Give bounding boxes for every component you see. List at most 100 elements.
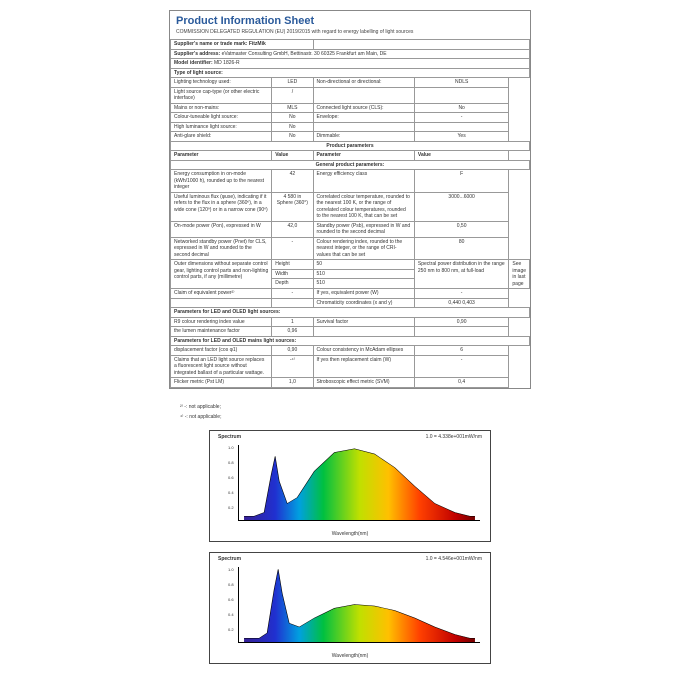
cell: 1,0 bbox=[272, 378, 313, 388]
cell: R9 colour rendering index value bbox=[171, 317, 272, 327]
cell: Chromaticity coordinates (x and y) bbox=[313, 298, 414, 308]
cell bbox=[313, 327, 414, 337]
cell: Yes bbox=[414, 132, 509, 142]
y-tick: 0.6 bbox=[228, 475, 234, 480]
cell: Energy consumption in on-mode (kWh/1000 … bbox=[171, 170, 272, 193]
cell: 0,4 bbox=[414, 378, 509, 388]
cell: 3000...6000 bbox=[414, 192, 509, 221]
y-tick: 0.6 bbox=[228, 597, 234, 602]
cell: No bbox=[414, 103, 509, 113]
cell: MLS bbox=[272, 103, 313, 113]
cell: On-mode power (Pon), expressed in W bbox=[171, 221, 272, 237]
cell: - bbox=[414, 113, 509, 123]
y-tick: 0.2 bbox=[228, 627, 234, 632]
cell: Claim of equivalent power²⁾ bbox=[171, 289, 272, 299]
y-tick: 1.0 bbox=[228, 567, 234, 572]
cell: If yes, equivalent power (W) bbox=[313, 289, 414, 299]
cell: Anti-glare shield: bbox=[171, 132, 272, 142]
cell: 42,0 bbox=[272, 221, 313, 237]
cell: displacement factor (cos φ1) bbox=[171, 346, 272, 356]
cell: Flicker metric (Pst LM) bbox=[171, 378, 272, 388]
subtitle: COMMISSION DELEGATED REGULATION (EU) 201… bbox=[176, 29, 524, 35]
cell: F bbox=[414, 170, 509, 193]
cell bbox=[414, 122, 509, 132]
cell: Connected light source (CLS): bbox=[313, 103, 414, 113]
plot-area bbox=[238, 567, 480, 643]
cell: If yes then replacement claim (W) bbox=[313, 355, 414, 378]
x-axis-label: Wavelength(nm) bbox=[332, 653, 369, 659]
cell: Spectral power distribution in the range… bbox=[414, 260, 509, 289]
cell: Standby power (Psb), expressed in W and … bbox=[313, 221, 414, 237]
cell: Mains or non-mains: bbox=[171, 103, 272, 113]
col-header: Parameter bbox=[313, 151, 414, 161]
spectrum-chart-1: Spectrum 1.0 = 4.338e+001mW/nm 1.0 0.8 0.6… bbox=[209, 430, 491, 542]
chart-subtitle: 1.0 = 4.338e+001mW/nm bbox=[426, 434, 482, 440]
y-tick: 1.0 bbox=[228, 445, 234, 450]
cell: No bbox=[272, 132, 313, 142]
cell: See image in last page bbox=[509, 260, 530, 289]
page-title: Product Information Sheet bbox=[176, 15, 524, 27]
cell: Colour rendering index, rounded to the n… bbox=[313, 237, 414, 260]
label: Supplier's name or trade mark: bbox=[174, 41, 247, 47]
col-header: Value bbox=[414, 151, 509, 161]
value: FitzMik bbox=[249, 41, 266, 47]
cell: LED bbox=[272, 78, 313, 88]
cell: 80 bbox=[414, 237, 509, 260]
y-tick: 0.4 bbox=[228, 490, 234, 495]
cell: Claims that an LED light source replaces… bbox=[171, 355, 272, 378]
label: Supplier's address: bbox=[174, 51, 220, 57]
cell: 42 bbox=[272, 170, 313, 193]
cell: Networked standby power (Pnet) for CLS, … bbox=[171, 237, 272, 260]
cell: 0,90 bbox=[272, 346, 313, 356]
cell: 50 bbox=[313, 260, 414, 270]
value: MD 1826-R bbox=[214, 60, 240, 66]
cell: Outer dimensions without separate contro… bbox=[171, 260, 272, 289]
section: Parameters for LED and OLED mains light … bbox=[171, 336, 530, 346]
y-tick: 0.2 bbox=[228, 505, 234, 510]
footnote: ⁴⁾ -: not applicable; bbox=[180, 414, 690, 420]
cell: Colour consistency in McAdam ellipses bbox=[313, 346, 414, 356]
cell: Envelope: bbox=[313, 113, 414, 123]
y-tick: 0.4 bbox=[228, 612, 234, 617]
cell: 4 580 in Sphere (360°) bbox=[272, 192, 313, 221]
cell: - bbox=[272, 289, 313, 299]
y-tick: 0.8 bbox=[228, 582, 234, 587]
section: Parameters for LED and OLED light source… bbox=[171, 308, 530, 318]
chart-title: Spectrum bbox=[218, 434, 241, 440]
cell bbox=[414, 87, 509, 103]
cell: Useful luminous flux (φuse), indicating … bbox=[171, 192, 272, 221]
cell: 0,90 bbox=[414, 317, 509, 327]
cell: -⁴⁾ bbox=[272, 355, 313, 378]
cell: Width bbox=[272, 269, 313, 279]
footnote: ²⁾ -: not applicable; bbox=[180, 404, 690, 410]
spectrum-chart-2: Spectrum 1.0 = 4.546e+001mW/nm 1.00.80.6… bbox=[209, 552, 491, 664]
cell: 1 bbox=[272, 317, 313, 327]
cell: 6 bbox=[414, 346, 509, 356]
cell: Survival factor bbox=[313, 317, 414, 327]
cell: / bbox=[272, 87, 313, 103]
cell: Dimmable: bbox=[313, 132, 414, 142]
cell: Stroboscopic effect metric (SVM) bbox=[313, 378, 414, 388]
cell: NDLS bbox=[414, 78, 509, 88]
section: Type of light source: bbox=[171, 68, 530, 78]
section: General product parameters: bbox=[171, 160, 530, 170]
col-header: Parameter bbox=[171, 151, 272, 161]
cell: Non-directional or directional: bbox=[313, 78, 414, 88]
y-tick: 0.8 bbox=[228, 460, 234, 465]
cell: - bbox=[272, 237, 313, 260]
cell bbox=[313, 87, 414, 103]
section: Product parameters bbox=[171, 141, 530, 151]
label: Model identifier: bbox=[174, 60, 213, 66]
cell: - bbox=[414, 289, 509, 299]
cell: 0,96 bbox=[272, 327, 313, 337]
cell: Height bbox=[272, 260, 313, 270]
cell: Energy efficiency class bbox=[313, 170, 414, 193]
cell: No bbox=[272, 113, 313, 123]
cell: Lighting technology used: bbox=[171, 78, 272, 88]
cell bbox=[272, 298, 313, 308]
cell: the lumen maintenance factor bbox=[171, 327, 272, 337]
cell: 0,50 bbox=[414, 221, 509, 237]
cell: No bbox=[272, 122, 313, 132]
col-header: Value bbox=[272, 151, 313, 161]
info-table: Supplier's name or trade mark: FitzMik S… bbox=[170, 39, 530, 388]
